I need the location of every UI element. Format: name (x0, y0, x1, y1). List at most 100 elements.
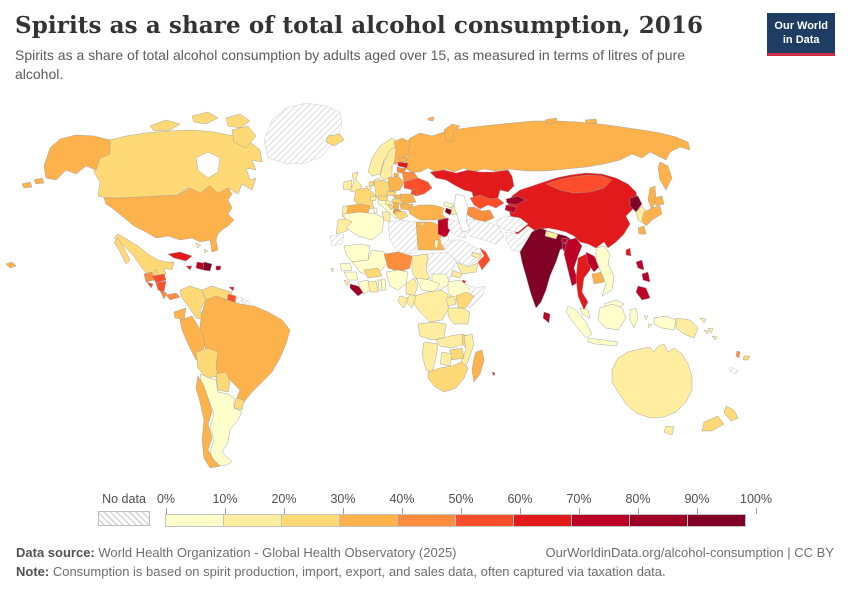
country-sri-lanka[interactable] (542, 311, 551, 324)
legend-cell[interactable] (339, 514, 398, 527)
country-iran[interactable] (459, 218, 505, 245)
country-usa[interactable] (103, 185, 235, 253)
country-angola[interactable] (417, 321, 447, 341)
country-latvia[interactable] (397, 161, 409, 169)
country-indonesia[interactable] (565, 303, 677, 347)
country-jamaica[interactable] (185, 265, 193, 271)
country-new-caledonia[interactable] (728, 366, 739, 375)
country-usa-alaska[interactable] (21, 134, 111, 189)
country-uganda[interactable] (445, 295, 457, 307)
country-haiti[interactable] (195, 261, 205, 271)
country-russia-arctic-isles[interactable] (427, 116, 598, 125)
country-kazakhstan[interactable] (429, 169, 515, 203)
country-senegal[interactable] (339, 262, 353, 272)
country-nigeria[interactable] (385, 269, 409, 291)
country-costa-rica[interactable] (159, 290, 168, 300)
country-uruguay[interactable] (233, 397, 245, 411)
country-benin[interactable] (380, 278, 387, 291)
country-moldova[interactable] (410, 188, 418, 197)
country-afghanistan[interactable] (495, 215, 529, 233)
country-mongolia[interactable] (545, 174, 613, 194)
country-turkey[interactable] (407, 204, 447, 221)
legend-cell[interactable] (513, 514, 572, 527)
country-oman[interactable] (477, 247, 491, 271)
country-russia-kamchatka[interactable] (657, 161, 673, 191)
country-botswana[interactable] (439, 351, 453, 367)
country-ecuador[interactable] (173, 307, 187, 321)
country-cote-divoire[interactable] (357, 279, 371, 295)
legend-cell[interactable] (629, 514, 688, 527)
country-vietnam[interactable] (595, 245, 615, 297)
country-usa-hawaii[interactable] (5, 261, 17, 269)
country-north-korea[interactable] (629, 195, 643, 213)
no-data-hatch-swatch[interactable] (98, 511, 150, 526)
country-australia-tasmania[interactable] (663, 425, 675, 436)
country-solomon-islands[interactable] (703, 329, 718, 341)
country-paraguay[interactable] (215, 371, 231, 393)
country-madagascar[interactable] (471, 349, 485, 383)
country-algeria[interactable] (343, 211, 385, 241)
country-honduras[interactable] (151, 273, 167, 284)
country-eritrea[interactable] (451, 269, 463, 279)
owid-logo[interactable]: Our World in Data (767, 13, 835, 56)
country-chile[interactable] (195, 375, 221, 469)
country-armenia[interactable] (444, 207, 453, 216)
country-japan[interactable] (637, 195, 665, 235)
country-kenya[interactable] (455, 291, 475, 309)
country-cambodia[interactable] (591, 271, 605, 285)
country-bosnia[interactable] (387, 203, 395, 211)
country-mauritius[interactable] (491, 371, 496, 377)
country-bhutan[interactable] (560, 237, 569, 244)
country-car[interactable] (415, 277, 441, 293)
country-puerto-rico[interactable] (215, 265, 222, 271)
country-uae[interactable] (471, 251, 483, 260)
country-iraq[interactable] (447, 219, 467, 239)
legend-cell[interactable] (281, 514, 340, 527)
country-congo[interactable] (405, 293, 417, 309)
country-mauritania[interactable] (343, 243, 371, 263)
country-niger[interactable] (383, 251, 413, 273)
country-cuba[interactable] (167, 251, 193, 262)
legend-cell[interactable] (223, 514, 282, 527)
country-liberia[interactable] (349, 283, 365, 297)
country-laos[interactable] (585, 251, 601, 273)
country-dominican-republic[interactable] (202, 261, 213, 272)
legend-cell[interactable] (397, 514, 456, 527)
legend-no-data[interactable]: No data (98, 492, 150, 526)
owid-link[interactable]: OurWorldinData.org/alcohol-consumption |… (545, 545, 834, 560)
legend-cell[interactable] (165, 514, 224, 527)
country-switzerland[interactable] (369, 195, 378, 202)
country-peru[interactable] (179, 315, 207, 361)
country-fiji[interactable] (742, 355, 751, 361)
country-nicaragua[interactable] (155, 280, 167, 293)
country-russia-novaya-zemlya[interactable] (443, 123, 461, 143)
country-south-africa[interactable] (427, 361, 469, 393)
country-yemen[interactable] (455, 261, 479, 275)
country-western-sahara[interactable] (329, 233, 345, 247)
legend-cell[interactable] (571, 514, 630, 527)
country-romania[interactable] (399, 193, 417, 205)
country-kyrgyzstan[interactable] (505, 195, 527, 206)
country-drc[interactable] (413, 289, 451, 323)
country-philippines[interactable] (635, 259, 651, 301)
country-mexico-baja[interactable] (113, 237, 131, 265)
country-cyprus[interactable] (419, 222, 426, 227)
country-bahamas[interactable] (195, 242, 209, 254)
country-burkina-faso[interactable] (363, 267, 383, 279)
country-vanuatu[interactable] (735, 350, 741, 359)
country-mozambique[interactable] (460, 333, 475, 367)
country-canada-arctic[interactable] (149, 111, 257, 149)
country-tajikistan[interactable] (504, 204, 518, 214)
country-ukraine[interactable] (403, 177, 433, 197)
country-tanzania[interactable] (447, 307, 471, 325)
country-nepal[interactable] (544, 230, 559, 240)
country-estonia[interactable] (398, 156, 408, 163)
country-cape-verde[interactable] (330, 267, 335, 273)
country-uzbekistan[interactable] (469, 194, 505, 210)
country-taiwan[interactable] (625, 247, 632, 257)
country-gabon[interactable] (397, 295, 409, 309)
country-ghana[interactable] (367, 280, 379, 293)
country-panama[interactable] (165, 292, 181, 301)
country-trinidad[interactable] (228, 286, 235, 292)
country-guinea[interactable] (343, 271, 359, 281)
